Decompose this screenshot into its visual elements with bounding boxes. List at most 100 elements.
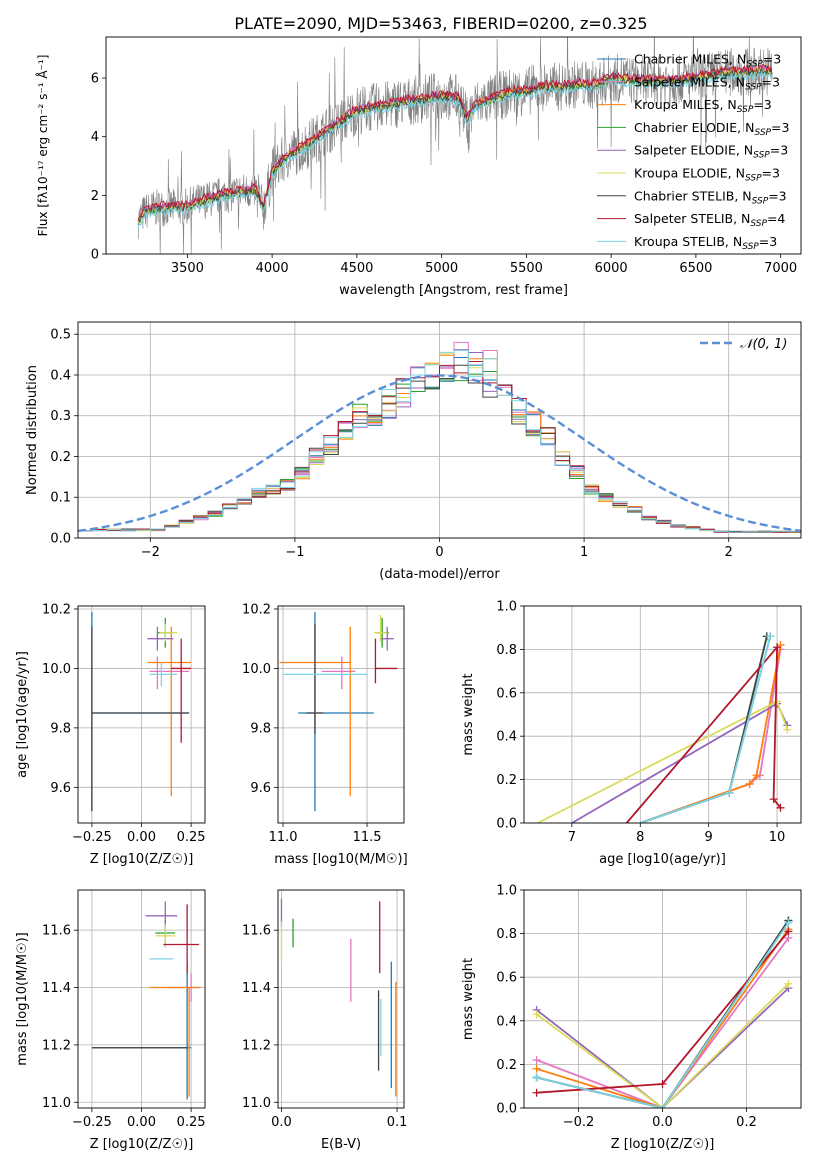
weight-marker [783, 725, 792, 734]
model-line-8 [137, 71, 772, 229]
y-tick-label: 0 [91, 248, 99, 263]
y-tick-label: 9.8 [250, 721, 271, 736]
axes-frame [523, 605, 802, 824]
histogram-8 [78, 350, 801, 533]
y-tick-label: 10.2 [42, 602, 71, 617]
y-axis-label: mass weight [461, 958, 476, 1040]
x-tick-label: 0.25 [177, 1115, 206, 1130]
figure-title: PLATE=2090, MJD=53463, FIBERID=0200, z=0… [234, 14, 647, 33]
y-tick-label: 11.2 [42, 1038, 71, 1053]
x-axis-label: mass [log10(M/M☉)] [274, 852, 407, 867]
legend-entry: Kroupa MILES, NSSP=3 [634, 97, 772, 115]
weight_vs_Z-panel: −0.2 0.0 0.2 0.0 0.2 0.4 0.6 0.8 1.0 Z [log10(Z/Z… [461, 884, 802, 1152]
axes-frame [105, 36, 802, 255]
legend-entry: Chabrier ELODIE, NSSP=3 [634, 120, 789, 138]
x-tick-label: −0.2 [563, 1115, 595, 1130]
y-tick-label: 2 [91, 189, 99, 204]
x-tick-label: 0.2 [736, 1115, 757, 1130]
y-tick-label: 0.4 [50, 368, 71, 383]
y-tick-label: 0.4 [496, 730, 517, 745]
y-tick-label: 0.6 [496, 686, 517, 701]
y-tick-label: 0.5 [50, 328, 71, 343]
weight-marker [766, 632, 775, 641]
x-tick-label: 11.0 [269, 830, 298, 845]
spectrum-panel: 3500 4000 4500 5000 5500 6000 6500 7000 0 2 4 6 wave… [35, 36, 802, 298]
y-axis-label: mass weight [461, 673, 476, 755]
y-tick-label: 4 [91, 130, 99, 145]
residuals-panel: −2 −1 0 1 2 0.0 0.1 0.2 0.3 0.4 0.5 (data-model)/er… [25, 321, 802, 582]
x-tick-label: 4000 [256, 261, 289, 276]
x-tick-label: 0 [435, 545, 443, 560]
age_vs_Z-panel: −0.25 0.00 0.25 9.6 9.8 10.0 10.2 Z [log10(Z/Z☉… [15, 602, 206, 867]
weight-marker [784, 918, 793, 927]
legend-entry: Chabrier STELIB, NSSP=3 [634, 188, 787, 206]
y-tick-label: 0.3 [50, 409, 71, 424]
model-spectra [137, 63, 773, 229]
x-axis-label: wavelength [Angstrom, rest frame] [339, 283, 568, 298]
weight-marker [769, 795, 778, 804]
x-tick-label: 5000 [425, 261, 458, 276]
errorbars [91, 901, 202, 1100]
weight-marker [532, 1056, 541, 1065]
y-tick-label: 10.2 [242, 602, 271, 617]
x-tick-label: 6000 [595, 261, 628, 276]
weight-marker [776, 803, 785, 812]
y-axis-label: Normed distribution [25, 365, 40, 495]
weight-marker [784, 979, 793, 988]
weight-line [536, 922, 790, 1108]
x-axis-label: Z [log10(Z/Z☉)] [90, 852, 194, 867]
y-tick-label: 0.2 [496, 1058, 517, 1073]
x-tick-label: 0.0 [271, 1115, 292, 1130]
x-axis-label: age [log10(age/yr)] [599, 852, 726, 867]
y-tick-label: 11.6 [242, 924, 271, 939]
normal-reference-curve [78, 374, 801, 533]
y-tick-label: 0.2 [50, 450, 71, 465]
y-tick-label: 1.0 [496, 884, 517, 899]
weight-marker [658, 1080, 667, 1089]
errorbars [91, 611, 192, 812]
x-tick-label: 3500 [171, 261, 204, 276]
x-tick-label: −0.25 [72, 830, 112, 845]
legend-entry: Chabrier MILES, NSSP=3 [634, 52, 781, 70]
y-tick-label: 11.0 [42, 1096, 71, 1111]
x-tick-label: 10 [769, 830, 786, 845]
y-tick-label: 9.6 [250, 781, 271, 796]
x-tick-label: 5500 [510, 261, 543, 276]
y-tick-label: 10.0 [242, 662, 271, 677]
weight-marker [745, 779, 754, 788]
mass_vs_Z-panel: −0.25 0.00 0.25 11.0 11.2 11.4 11.6 Z [log10(Z/… [15, 889, 206, 1152]
y-tick-label: 9.8 [50, 721, 71, 736]
weight-marker [752, 771, 761, 780]
x-tick-label: 0.25 [177, 830, 206, 845]
observed-spectrum [137, 37, 773, 254]
legend-entry: Kroupa STELIB, NSSP=3 [634, 234, 777, 252]
weight-marker [773, 697, 782, 706]
x-tick-label: 4500 [340, 261, 373, 276]
axes-frame [277, 889, 405, 1109]
y-tick-label: 0.8 [496, 643, 517, 658]
y-tick-label: 10.0 [42, 662, 71, 677]
y-tick-label: 0.0 [50, 532, 71, 547]
y-tick-label: 6 [91, 72, 99, 87]
legend-entry: Salpeter STELIB, NSSP=4 [634, 211, 785, 229]
age_vs_mass-panel: 11.0 11.5 9.6 9.8 10.0 10.2 mass [log10(M/M☉)] [242, 602, 408, 867]
weight-marker [532, 1073, 541, 1082]
y-tick-label: 0.8 [496, 927, 517, 942]
weight-line [536, 987, 790, 1108]
y-tick-label: 0.4 [496, 1014, 517, 1029]
x-tick-label: −0.25 [72, 1115, 112, 1130]
y-tick-label: 11.4 [42, 981, 71, 996]
y-tick-label: 1.0 [496, 600, 517, 615]
y-axis-label: Flux [fλ10⁻¹⁷ erg cm⁻² s⁻¹ Å⁻¹] [35, 55, 50, 237]
x-axis-label: Z [log10(Z/Z☉)] [611, 1137, 715, 1152]
y-axis-label: mass [log10(M/M☉)] [15, 932, 30, 1065]
weight-marker [532, 1064, 541, 1073]
weight-lines [537, 632, 792, 823]
x-axis-label: E(B-V) [321, 1137, 361, 1152]
weight-marker [532, 1010, 541, 1019]
y-tick-label: 11.2 [242, 1038, 271, 1053]
model-line-7 [137, 63, 773, 222]
y-tick-label: 11.4 [242, 981, 271, 996]
errorbars [280, 898, 397, 1097]
